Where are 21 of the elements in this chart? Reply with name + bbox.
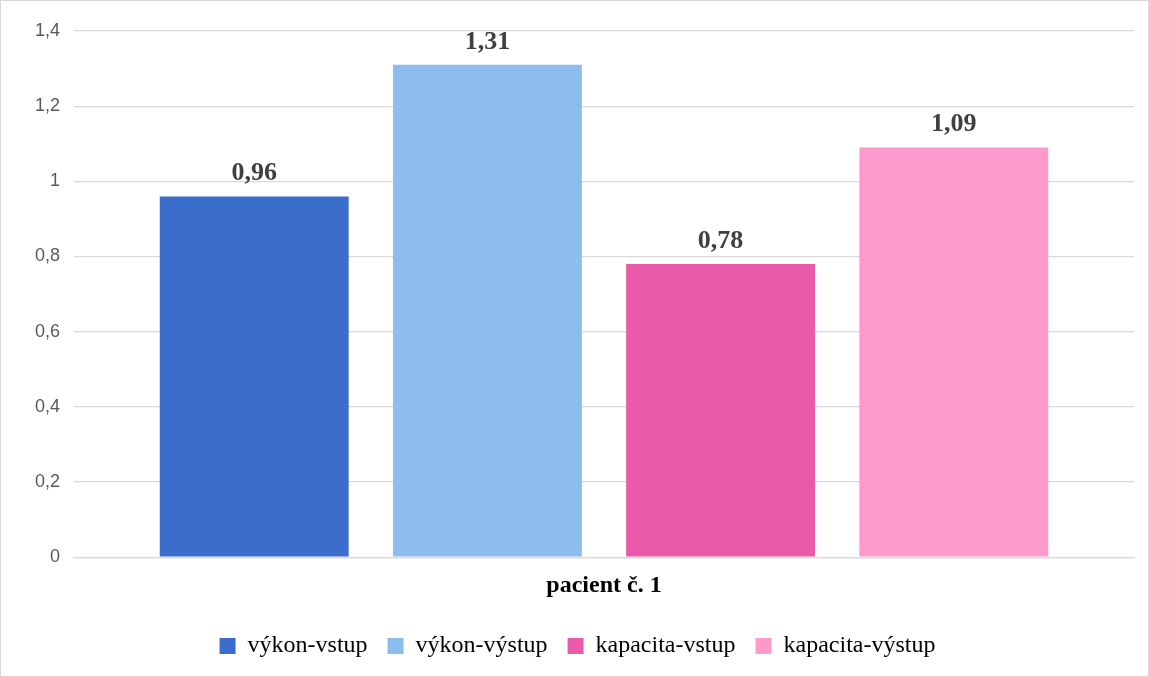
data-label: 1,09 [931,108,977,138]
data-label: 0,78 [697,224,744,254]
y-tick-label: 1,2 [34,95,61,116]
legend-label: výkon-výstup [415,631,548,658]
legend-label: kapacita-výstup [783,631,936,658]
bar [859,147,1049,557]
y-tick-label: 1,4 [34,19,61,40]
bar [392,64,582,557]
legend-label: kapacita-vstup [595,631,736,658]
bar [626,264,816,557]
legend-label: výkon-vstup [247,631,368,658]
y-tick-label: 0 [50,546,61,567]
y-tick-label: 0,6 [34,320,61,341]
y-tick-label: 0,2 [34,471,61,491]
bar [159,196,349,557]
y-tick-label: 1 [50,170,61,191]
y-tick-label: 0,8 [34,245,61,266]
y-tick-label: 0,4 [34,395,61,416]
x-tick-label: pacient č. 1 [546,570,662,597]
data-label: 0,96 [231,157,277,187]
data-label: 1,31 [464,25,511,55]
